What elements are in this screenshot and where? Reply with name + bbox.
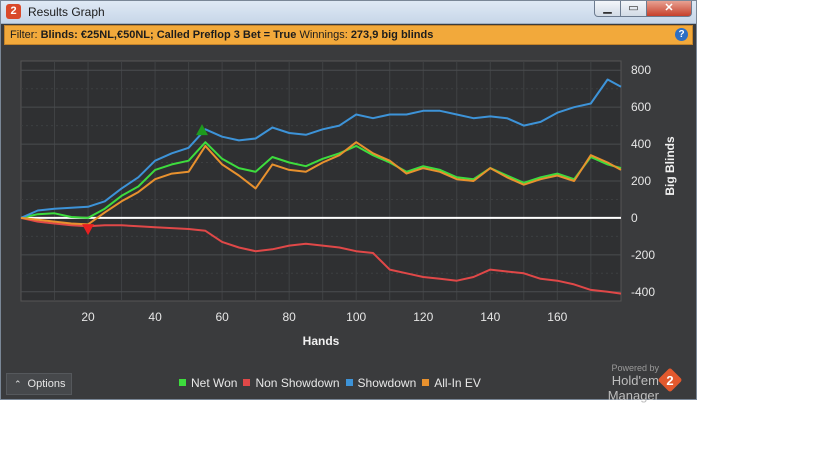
results-chart: -400 -200 0 200 400 600 800 20 40 60 80 100 120 140 16… xyxy=(20,60,677,348)
x-tick-label: 120 xyxy=(413,310,433,324)
filter-prefix: Filter: xyxy=(10,29,38,41)
legend-label: Net Won xyxy=(191,376,238,390)
y-tick-label: 0 xyxy=(631,211,638,225)
x-tick-label: 140 xyxy=(480,310,500,324)
legend-item[interactable]: Net Won xyxy=(179,376,237,390)
winnings-value: 273,9 big blinds xyxy=(350,29,434,41)
minimize-button[interactable]: ▁ xyxy=(594,1,621,17)
x-tick-label: 100 xyxy=(346,310,366,324)
app-logo-icon: 2 xyxy=(6,4,21,19)
series-line-non-showdown xyxy=(20,216,622,295)
y-tick-label: -200 xyxy=(631,248,655,262)
series-line-showdown xyxy=(20,78,622,219)
y-axis-label: Big Blinds xyxy=(663,136,677,196)
powered-by-text: Powered by xyxy=(611,363,659,373)
x-tick-label: 40 xyxy=(148,310,162,324)
legend-label: All-In EV xyxy=(434,376,481,390)
legend-swatch xyxy=(243,379,251,386)
legend-swatch xyxy=(345,379,353,386)
brand-name: Hold'em Manager xyxy=(607,373,659,403)
chevron-up-icon: ⌃ xyxy=(14,379,22,389)
y-tick-label: 200 xyxy=(631,174,651,188)
hem-logo-text: 2 xyxy=(666,373,674,388)
legend-label: Showdown xyxy=(357,376,417,390)
series-line-all-in-ev xyxy=(20,141,622,226)
legend-item[interactable]: All-In EV xyxy=(422,376,481,390)
options-button[interactable]: ⌃ Options xyxy=(6,373,72,395)
filter-criteria: Blinds: €25NL,€50NL; Called Preflop 3 Be… xyxy=(40,29,297,41)
legend-swatch xyxy=(422,379,430,386)
help-icon[interactable]: ? xyxy=(675,28,688,41)
options-label: Options xyxy=(27,378,66,390)
legend-label: Non Showdown xyxy=(255,376,340,390)
close-button[interactable]: ✕ xyxy=(646,1,692,17)
series-line-net-won xyxy=(20,141,622,219)
x-axis-label: Hands xyxy=(303,334,340,348)
legend-item[interactable]: Showdown xyxy=(345,376,417,390)
x-tick-label: 160 xyxy=(547,310,567,324)
legend-swatch xyxy=(179,379,186,386)
max-marker xyxy=(196,124,209,136)
filter-bar: Filter: Blinds: €25NL,€50NL; Called Pref… xyxy=(4,25,693,45)
bottom-bar: ⌃ Options Net Won Non Showdown Showdown All-… xyxy=(4,363,693,403)
x-tick-label: 20 xyxy=(81,310,95,324)
results-graph-window: 2 Results Graph ▁ ▭ ✕ Filter: Blinds: €2… xyxy=(0,0,697,403)
x-tick-label: 80 xyxy=(282,310,296,324)
title-bar[interactable]: 2 Results Graph ▁ ▭ ✕ xyxy=(1,1,696,24)
chart-legend: Net Won Non Showdown Showdown All-In EV xyxy=(179,376,487,390)
window-title: Results Graph xyxy=(28,5,105,19)
winnings-label: Winnings: xyxy=(299,29,348,41)
y-tick-label: -400 xyxy=(631,285,655,299)
legend-item[interactable]: Non Showdown xyxy=(243,376,340,390)
y-tick-label: 800 xyxy=(631,63,651,77)
y-tick-label: 400 xyxy=(631,137,651,151)
x-tick-label: 60 xyxy=(215,310,229,324)
powered-by-block: Powered by Hold'em Manager xyxy=(559,363,659,403)
maximize-button[interactable]: ▭ xyxy=(620,1,647,17)
y-tick-label: 600 xyxy=(631,100,651,114)
min-marker xyxy=(82,224,95,236)
